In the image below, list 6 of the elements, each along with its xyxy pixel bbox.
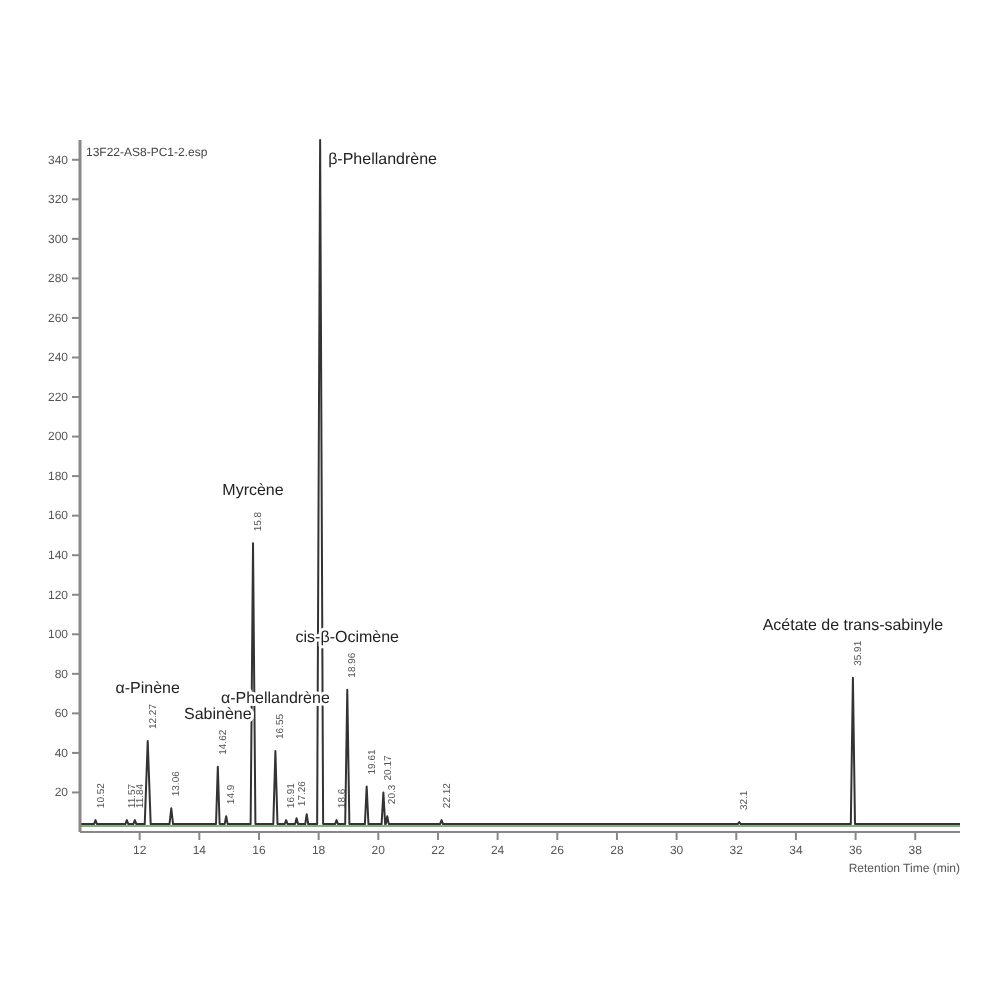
annotation: α-Pinène [115, 679, 182, 698]
annotation: Acétate de trans-sabinyle [762, 615, 945, 634]
line-series [79, 139, 961, 826]
annotation: Myrcène [222, 481, 285, 500]
annotation: Sabinène [184, 704, 253, 723]
annotation: β-Phellandrène [328, 150, 439, 168]
